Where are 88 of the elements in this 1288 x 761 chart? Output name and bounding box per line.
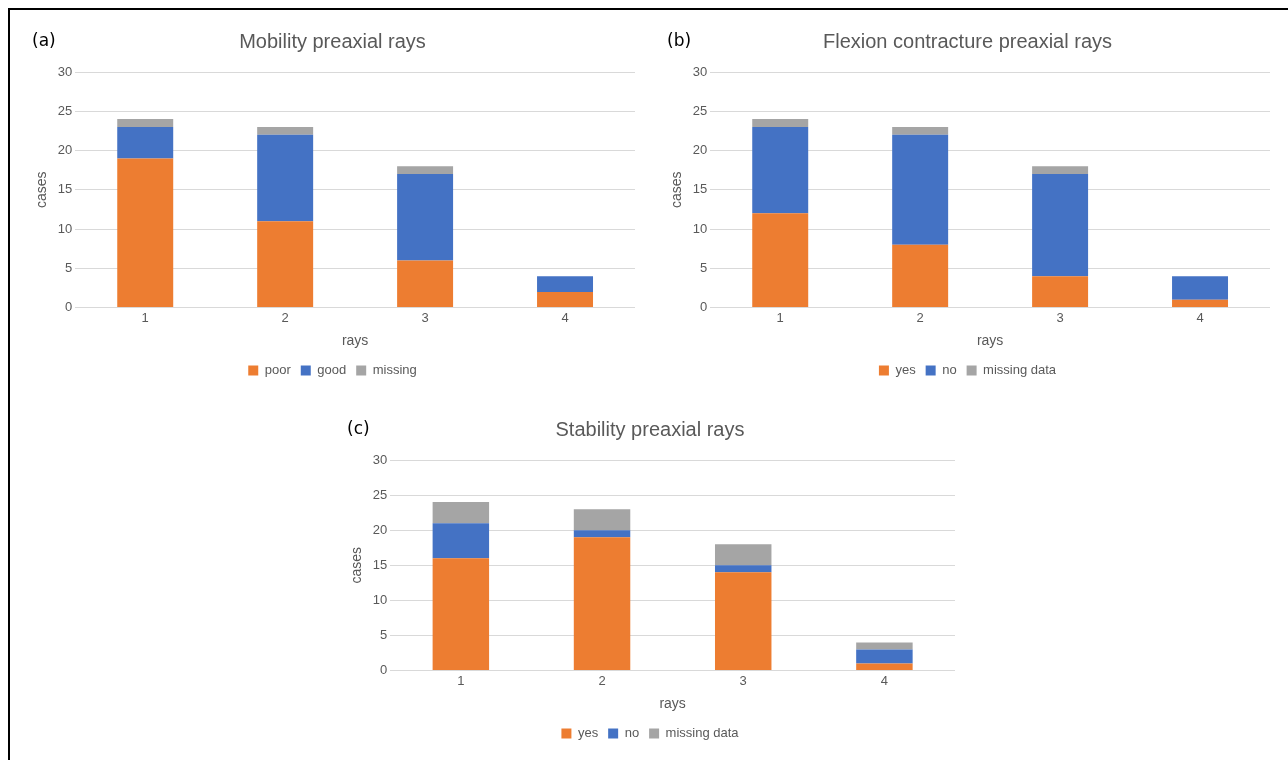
bar: [397, 174, 454, 261]
y-tick-label: 0: [700, 299, 708, 315]
bar: [1032, 166, 1089, 175]
y-tick-label: 0: [65, 299, 73, 315]
bar: [1032, 174, 1089, 277]
legend-label: yes: [895, 362, 917, 378]
y-axis-title: cases: [668, 171, 685, 209]
x-axis-title: rays: [659, 695, 686, 712]
text: (b): [667, 30, 692, 50]
y-tick-label: 5: [65, 259, 73, 275]
bar: [573, 537, 631, 671]
chart-title: Stability preaxial rays: [555, 417, 745, 440]
legend-label: no: [942, 362, 957, 378]
legend-label: yes: [577, 725, 599, 741]
x-tick-label: 1: [141, 309, 149, 325]
y-tick-label: 15: [57, 181, 73, 197]
x-axis-title: rays: [976, 332, 1004, 349]
bar: [432, 502, 490, 524]
y-tick-label: 30: [692, 63, 708, 79]
bar: [714, 544, 772, 566]
x-tick-label: 4: [1196, 309, 1204, 325]
legend-label: missing: [372, 362, 417, 378]
x-tick-label: 2: [916, 309, 924, 325]
bar: [752, 213, 809, 308]
y-tick-label: 5: [700, 259, 708, 275]
bar: [892, 244, 949, 308]
bar: [117, 158, 174, 308]
x-tick-label: 2: [281, 309, 289, 325]
y-tick-label: 10: [372, 591, 388, 607]
y-tick-label: 10: [57, 220, 73, 236]
bar: [856, 663, 913, 671]
x-tick-label: 1: [457, 672, 465, 688]
bar: [752, 119, 809, 127]
y-tick-label: 15: [372, 556, 388, 572]
bar: [752, 126, 809, 214]
bar: [537, 291, 594, 308]
bar: [117, 119, 174, 127]
bar: [714, 572, 772, 671]
x-tick-label: 3: [739, 672, 747, 688]
bar: [1172, 299, 1229, 308]
bar: [537, 276, 594, 292]
y-tick-label: 15: [692, 181, 708, 197]
legend-label: no: [624, 725, 640, 741]
x-tick-label: 1: [776, 309, 784, 325]
y-tick-label: 25: [372, 486, 388, 502]
bar: [257, 126, 314, 135]
text: (c): [347, 418, 370, 438]
y-tick-label: 20: [692, 142, 708, 158]
y-tick-label: 30: [57, 63, 73, 79]
y-tick-label: 25: [692, 102, 708, 118]
y-tick-label: 20: [57, 142, 73, 158]
x-tick-label: 4: [561, 309, 569, 325]
y-tick-label: 20: [372, 521, 388, 537]
y-axis-title: cases: [33, 171, 50, 209]
bar: [432, 523, 490, 559]
bar: [257, 134, 314, 222]
x-tick-label: 3: [421, 309, 429, 325]
legend-label: missing data: [665, 725, 740, 741]
x-axis-title: rays: [341, 332, 369, 349]
y-tick-label: 10: [692, 220, 708, 236]
x-tick-label: 3: [1056, 309, 1064, 325]
bar: [1172, 276, 1229, 300]
bar: [856, 642, 913, 650]
y-axis-title: cases: [348, 547, 365, 584]
legend-label: good: [317, 362, 347, 378]
text: (a): [32, 30, 56, 50]
legend-label: poor: [264, 362, 292, 378]
bar: [892, 126, 949, 135]
y-tick-label: 0: [380, 662, 388, 678]
bar: [397, 166, 454, 175]
bar: [117, 126, 174, 159]
y-tick-label: 25: [57, 102, 73, 118]
bar: [432, 558, 490, 671]
y-tick-label: 30: [372, 451, 388, 467]
x-tick-label: 2: [598, 672, 606, 688]
bar: [1032, 276, 1089, 308]
bar: [397, 260, 454, 308]
bar: [257, 221, 314, 308]
x-tick-label: 4: [880, 672, 889, 688]
y-tick-label: 5: [380, 627, 388, 643]
bar: [856, 649, 913, 664]
bar: [573, 530, 631, 538]
chart-title: Mobility preaxial rays: [239, 29, 426, 52]
legend-label: missing data: [983, 362, 1057, 378]
bar: [714, 565, 772, 573]
bar: [573, 509, 631, 531]
chart-title: Flexion contracture preaxial rays: [822, 29, 1113, 52]
bar: [892, 134, 949, 245]
